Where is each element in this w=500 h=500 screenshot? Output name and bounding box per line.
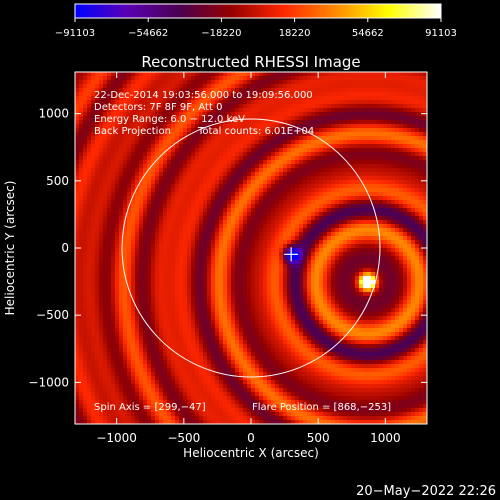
y-tick-label: 500	[46, 174, 69, 188]
colorbar-ticks: −91103 −54662 −18220 18220 54662 91103	[55, 18, 457, 39]
annotation-spin-axis: Spin Axis = [299,−47]	[94, 402, 206, 413]
spin-axis-marker	[284, 247, 299, 262]
colorbar-tick-label: 54662	[352, 28, 384, 39]
x-axis-label: Heliocentric X (arcsec)	[183, 446, 319, 460]
y-tick-label: 0	[61, 241, 69, 255]
y-tick-label: −500	[36, 308, 69, 322]
colorbar-tick-label: −91103	[55, 28, 95, 39]
colorbar-tick-label: 18220	[279, 28, 311, 39]
x-tick-label: 0	[247, 431, 255, 445]
colorbar-tick-label: −54662	[128, 28, 168, 39]
y-tick-label: −1000	[28, 375, 69, 389]
annotation-energy: Energy Range: 6.0 − 12.0 keV	[94, 114, 245, 125]
x-tick-label: 500	[307, 431, 330, 445]
annotation-detectors: Detectors: 7F 8F 9F, Att 0	[94, 102, 222, 113]
chart-title: Reconstructed RHESSI Image	[141, 53, 360, 71]
annotation-counts: Total counts: 6.01E+04	[197, 126, 314, 137]
x-tick-label: 1000	[370, 431, 401, 445]
colorbar	[74, 3, 442, 19]
y-tick-label: 1000	[38, 107, 69, 121]
annotation-method: Back Projection	[94, 126, 171, 137]
colorbar-tick-label: 91103	[425, 28, 457, 39]
x-tick-label: −500	[167, 431, 200, 445]
annotation-time-range: 22-Dec-2014 19:03:56.000 to 19:09:56.000	[94, 90, 313, 101]
x-tick-label: −1000	[96, 431, 137, 445]
x-axis-ticks: −1000 −500 0 500 1000	[96, 72, 401, 445]
y-axis-ticks: −1000 −500 0 500 1000	[28, 107, 427, 389]
y-axis-label: Heliocentric Y (arcsec)	[3, 181, 17, 316]
annotation-flare-position: Flare Position = [868,−253]	[252, 402, 391, 413]
colorbar-tick-label: −18220	[201, 28, 241, 39]
heatmap-image	[75, 72, 427, 424]
solar-limb-circle	[121, 118, 381, 378]
plot-timestamp: 20−May−2022 22:26	[356, 484, 496, 499]
